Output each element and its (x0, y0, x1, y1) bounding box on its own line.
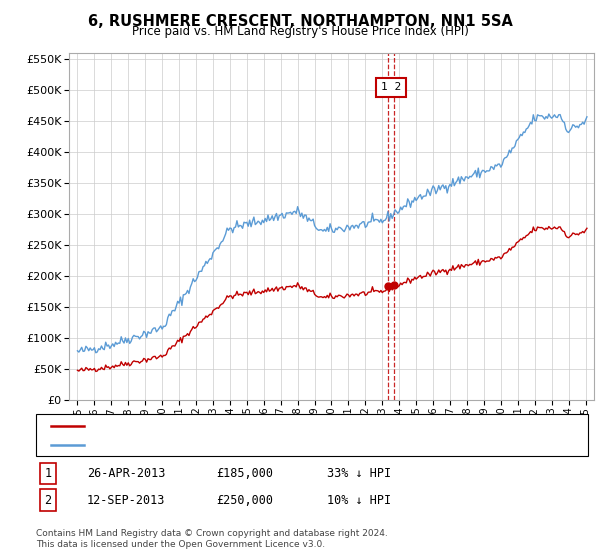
Text: Contains HM Land Registry data © Crown copyright and database right 2024.
This d: Contains HM Land Registry data © Crown c… (36, 529, 388, 549)
Text: £185,000: £185,000 (216, 466, 273, 480)
Text: 12-SEP-2013: 12-SEP-2013 (87, 493, 166, 507)
Text: £250,000: £250,000 (216, 493, 273, 507)
Text: 26-APR-2013: 26-APR-2013 (87, 466, 166, 480)
Text: Price paid vs. HM Land Registry's House Price Index (HPI): Price paid vs. HM Land Registry's House … (131, 25, 469, 38)
Text: 1 2: 1 2 (381, 82, 401, 92)
Text: 33% ↓ HPI: 33% ↓ HPI (327, 466, 391, 480)
Text: 6, RUSHMERE CRESCENT, NORTHAMPTON, NN1 5SA: 6, RUSHMERE CRESCENT, NORTHAMPTON, NN1 5… (88, 14, 512, 29)
Text: 2: 2 (44, 493, 52, 507)
Text: 6, RUSHMERE CRESCENT, NORTHAMPTON, NN1 5SA (detached house): 6, RUSHMERE CRESCENT, NORTHAMPTON, NN1 5… (91, 421, 476, 431)
Text: 1: 1 (44, 466, 52, 480)
Text: 10% ↓ HPI: 10% ↓ HPI (327, 493, 391, 507)
Text: HPI: Average price, detached house, West Northamptonshire: HPI: Average price, detached house, West… (91, 440, 423, 450)
